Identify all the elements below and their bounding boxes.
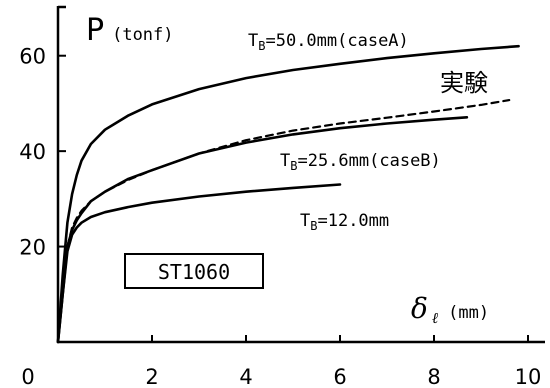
x-tick-label: 4 (239, 365, 252, 388)
specimen-box-frame (124, 253, 264, 289)
y-axis-unit: (tonf) (112, 25, 173, 45)
series-line-case-a (56, 44, 520, 344)
y-axis-symbol: P (86, 13, 104, 48)
axes (56, 5, 545, 344)
label-case-b: TB=25.6mm(caseB) (280, 151, 441, 173)
x-tick-label: 6 (333, 365, 346, 388)
label-experiment: 実験 (440, 69, 488, 97)
specimen-label: ST1060 (158, 260, 230, 284)
x-tick-label: 0 (21, 365, 34, 388)
label-case-a: TB=50.0mm(caseA) (248, 31, 409, 53)
x-tick-label: 2 (145, 365, 158, 388)
x-axis-symbol: δ (411, 292, 428, 325)
x-axis-unit: (mm) (448, 303, 489, 323)
y-tick-label: 60 (19, 45, 46, 69)
series-group (56, 44, 520, 344)
series-line-tb-12 (56, 183, 342, 344)
y-tick-label: 40 (19, 140, 46, 164)
ticks: 0 2 4 6 8 10 20 40 60 (19, 45, 541, 388)
x-axis-subscript: ℓ (432, 309, 438, 327)
x-tick-label: 10 (515, 365, 542, 388)
label-tb-12: TB=12.0mm (300, 211, 389, 233)
x-tick-label: 8 (427, 365, 440, 388)
specimen-box: ST1060 (124, 253, 264, 289)
y-tick-label: 20 (19, 236, 46, 260)
x-axis-label: δ ℓ (mm) (411, 292, 489, 327)
y-axis-label: P (tonf) (86, 13, 174, 48)
